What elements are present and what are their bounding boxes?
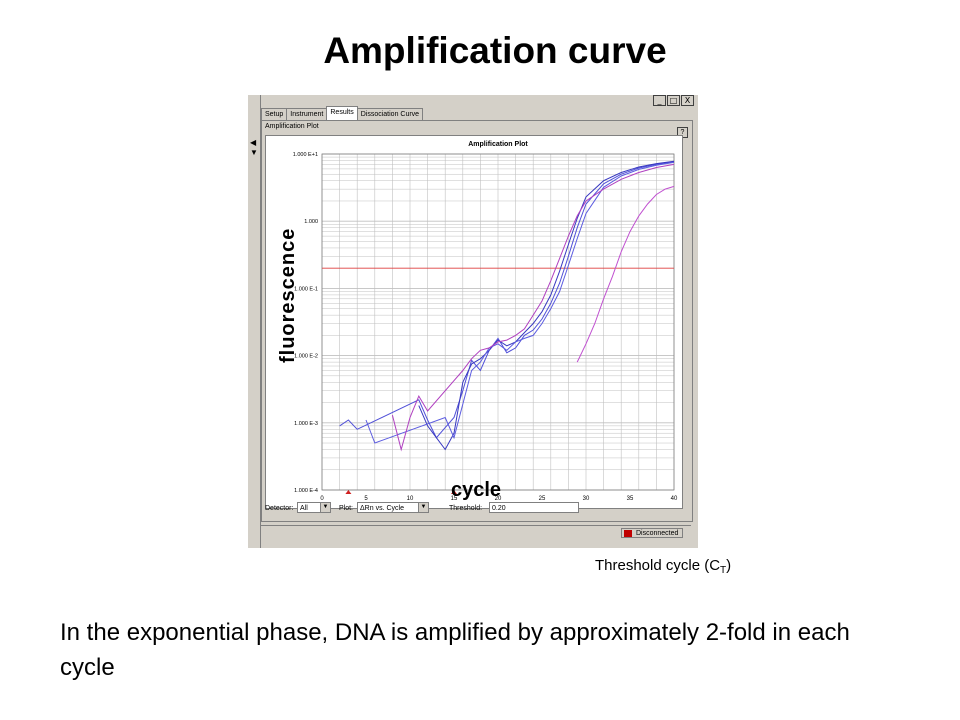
tab-dissociation-curve[interactable]: Dissociation Curve: [356, 108, 424, 120]
tab-setup[interactable]: Setup: [261, 108, 288, 120]
x-tick-label: 25: [539, 496, 546, 502]
detector-label: Detector:: [265, 505, 294, 512]
strip-arrow-down-icon[interactable]: ▼: [250, 148, 258, 157]
status-bar: Disconnected: [261, 525, 691, 540]
series-line-3: [365, 161, 675, 444]
tab-instrument[interactable]: Instrument: [286, 108, 328, 120]
results-panel: Amplification Plot ? Amplification Plot 1…: [261, 120, 693, 522]
y-tick-label: 1.000 E+1: [293, 152, 318, 158]
chevron-down-icon[interactable]: ▼: [320, 503, 330, 512]
amplification-plot[interactable]: Amplification Plot 1.000 E+1 1.000 1.000 E-…: [265, 135, 683, 509]
plot-select[interactable]: ΔRn vs. Cycle ▼: [357, 502, 429, 513]
connection-label: Disconnected: [636, 530, 679, 537]
plot-label: Plot:: [339, 505, 354, 512]
chevron-down-icon[interactable]: ▼: [418, 503, 428, 512]
baseline-marker-icon: [345, 490, 352, 494]
y-tick-label: 1.000 E-4: [294, 488, 318, 494]
plot-value: ΔRn vs. Cycle: [360, 505, 404, 512]
x-tick-label: 10: [407, 496, 414, 502]
window-controls: _ □ X: [653, 95, 694, 106]
panel-title: Amplification Plot: [265, 123, 319, 130]
tab-bar: Setup Instrument Results Dissociation Cu…: [261, 106, 424, 120]
disconnected-icon: [624, 530, 632, 537]
x-tick-label: 40: [671, 496, 678, 502]
slide-title: Amplification curve: [323, 30, 667, 71]
series-line-1: [339, 161, 675, 439]
y-tick-label: 1.000 E-3: [294, 421, 318, 427]
x-tick-label: 15: [451, 496, 458, 502]
threshold-cycle-label: Threshold cycle (CT): [595, 557, 731, 576]
ct-label-sub: T: [720, 565, 727, 576]
x-tick-label: 35: [627, 496, 634, 502]
plot-border: [321, 153, 675, 491]
plot-title: Amplification Plot: [468, 141, 528, 148]
minimize-button[interactable]: _: [653, 95, 666, 106]
y-axis-overlay-label: fluorescence: [277, 227, 299, 363]
app-window: ◀ ▼ _ □ X Setup Instrument Results Disso…: [248, 95, 698, 548]
series-line-5: [576, 185, 675, 363]
body-text: In the exponential phase, DNA is amplifi…: [60, 619, 850, 681]
maximize-button[interactable]: □: [667, 95, 680, 106]
series-line-2: [418, 160, 675, 451]
x-axis-overlay-label: cycle: [451, 479, 502, 501]
close-button[interactable]: X: [681, 95, 694, 106]
detector-select[interactable]: All ▼: [297, 502, 331, 513]
connection-status: Disconnected: [621, 528, 683, 538]
y-tick-label: 1.000 E-2: [294, 354, 318, 360]
x-tick-label: 0: [320, 496, 324, 502]
strip-arrow-icon[interactable]: ◀: [250, 138, 257, 147]
y-tick-label: 1.000 E-1: [294, 286, 318, 292]
x-tick-label: 20: [495, 496, 502, 502]
ct-label-end: ): [726, 557, 732, 574]
x-tick-label: 5: [364, 496, 368, 502]
ct-label-main: Threshold cycle (C: [595, 557, 721, 574]
detector-value: All: [300, 505, 308, 512]
left-panel-strip: ◀ ▼: [248, 95, 261, 548]
series-line-4: [391, 163, 675, 452]
tab-results[interactable]: Results: [326, 106, 358, 120]
baseline-marker-icon: [451, 490, 457, 494]
x-tick-label: 30: [583, 496, 590, 502]
amplification-chart: Amplification Plot 1.000 E+1 1.000 1.000 E-…: [293, 141, 678, 502]
plot-controls: Detector: All ▼ Plot: ΔRn vs. Cycle ▼ Th…: [261, 497, 691, 517]
threshold-input[interactable]: 0.20: [489, 502, 579, 513]
threshold-value: 0.20: [492, 505, 506, 512]
y-tick-label: 1.000: [304, 219, 318, 225]
threshold-label: Threshold:: [449, 505, 483, 512]
